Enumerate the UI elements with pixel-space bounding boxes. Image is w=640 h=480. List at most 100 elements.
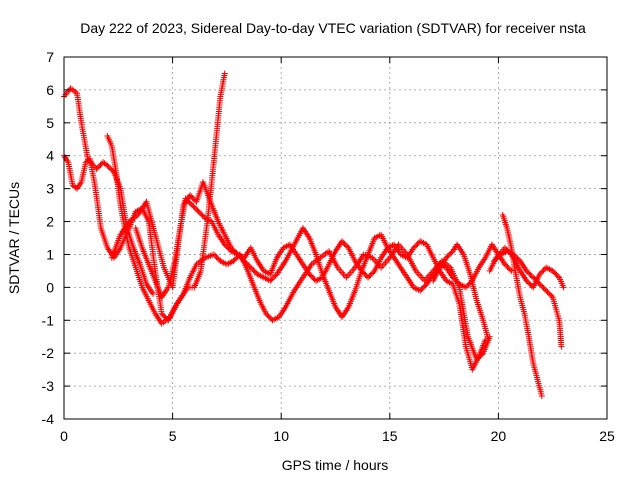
data-marker-segment (378, 231, 390, 249)
series-trace-4 (132, 195, 515, 320)
data-marker-segment (250, 281, 262, 302)
data-marker-segment (534, 376, 545, 399)
data-marker-segment (267, 272, 279, 284)
y-tick-label: -4 (42, 411, 55, 427)
data-marker-segment (108, 233, 123, 261)
x-tick-label: 20 (491, 428, 507, 444)
y-tick-label: 2 (46, 214, 54, 230)
data-marker-segment (234, 251, 246, 260)
data-marker-segment (465, 333, 479, 361)
data-marker-segment (191, 269, 204, 291)
data-marker-segment (276, 305, 288, 320)
y-tick-label: 3 (46, 181, 54, 197)
data-marker-segment (365, 269, 377, 281)
data-marker-segment (475, 337, 489, 360)
data-marker-segment (97, 225, 110, 249)
axis-ticks: 0 5 10 15 20 25 -4 -3 -2 -1 0 1 2 3 4 5 6 7 (42, 49, 615, 444)
data-marker-segment (423, 272, 436, 288)
data-marker-segment (213, 95, 224, 143)
data-marker-segment (117, 220, 132, 238)
data-marker-segment (113, 169, 124, 206)
data-marker-segment (78, 119, 91, 160)
grid-lines (64, 57, 607, 419)
data-marker-segment (313, 251, 325, 276)
data-marker-segment (282, 289, 297, 311)
data-marker-segment (291, 276, 305, 294)
data-marker-segment (454, 241, 466, 256)
data-marker-segment (404, 246, 416, 261)
data-marker-segment (139, 284, 151, 302)
data-marker-segment (488, 241, 501, 256)
data-marker-segment (65, 159, 76, 187)
data-marker-segment (352, 269, 364, 294)
series-trace-8 (486, 244, 567, 291)
data-marker-segment (143, 281, 157, 297)
data-marker-segment (384, 242, 396, 251)
data-marker-segment (108, 142, 119, 174)
data-marker-segment (215, 218, 227, 236)
data-marker-segment (299, 261, 312, 276)
data-marker-segment (397, 264, 410, 279)
data-marker-segment (241, 258, 253, 270)
data-marker-segment (536, 281, 548, 293)
data-marker-segment (326, 250, 338, 268)
data-marker-segment (543, 287, 555, 299)
data-marker-segment (91, 179, 104, 229)
data-marker-segment (187, 263, 199, 281)
data-marker-segment (137, 261, 149, 286)
x-tick-label: 15 (382, 428, 398, 444)
data-marker-segment (530, 273, 542, 291)
x-tick-label: 25 (599, 428, 615, 444)
data-marker-segment (499, 212, 510, 230)
chart-title: Day 222 of 2023, Sidereal Day-to-day VTE… (80, 20, 586, 36)
data-marker-segment (286, 241, 299, 256)
data-marker-segment (417, 282, 429, 294)
data-marker-segment (543, 264, 555, 274)
data-marker-segment (184, 284, 196, 291)
data-marker-segment (512, 271, 523, 299)
data-marker-segment (221, 231, 234, 249)
data-marker-segment (215, 231, 227, 246)
data-marker-segment (378, 246, 390, 261)
data-marker-segment (460, 251, 473, 276)
data-marker-segment (167, 302, 179, 320)
series-trace-3 (104, 133, 493, 363)
data-marker-segment (273, 246, 286, 261)
data-marker-segment (339, 238, 351, 250)
data-marker-segment (256, 297, 269, 315)
data-marker-segment (501, 244, 514, 257)
data-marker-segment (193, 256, 207, 268)
data-marker-segment (525, 333, 536, 364)
y-tick-label: 1 (46, 246, 54, 262)
data-marker-segment (187, 192, 199, 204)
data-marker-segment (313, 275, 324, 284)
series-trace-1 (61, 85, 157, 297)
data-marker-segment (530, 360, 540, 381)
data-marker-segment (397, 251, 409, 260)
y-axis-label: SDTVAR / TECUs (6, 182, 22, 294)
data-marker-segment (221, 241, 233, 253)
data-marker-segment (247, 264, 259, 276)
data-marker-segment (345, 244, 358, 263)
data-marker-segment (280, 242, 292, 251)
data-marker-segment (117, 202, 128, 229)
data-marker-segment (145, 261, 158, 282)
data-marker-segment (273, 259, 288, 278)
y-tick-label: -2 (42, 345, 55, 361)
data-marker-segment (132, 264, 145, 289)
data-marker-segment (269, 314, 281, 324)
data-marker-segment (247, 244, 260, 263)
data-marker-segment (143, 198, 158, 236)
data-marker-segment (69, 182, 79, 191)
data-marker-segment (104, 133, 114, 147)
data-marker-segment (395, 241, 409, 256)
data-marker-segment (523, 267, 535, 280)
data-marker-segment (78, 161, 89, 186)
data-marker-segment (306, 235, 319, 256)
data-marks (61, 70, 567, 399)
y-tick-label: -3 (42, 378, 55, 394)
data-marker-segment (391, 241, 403, 256)
data-marker-segment (480, 317, 491, 340)
data-marker-segment (260, 267, 272, 277)
data-marker-segment (208, 138, 219, 186)
